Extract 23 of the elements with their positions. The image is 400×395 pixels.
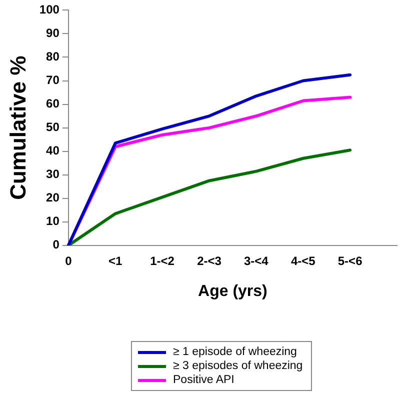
y-tick-label: 80 (46, 50, 60, 64)
y-tick-label: 10 (46, 214, 60, 228)
y-tick-label: 100 (39, 2, 60, 17)
x-tick-label: 0 (65, 254, 72, 268)
x-tick-label: 3-<4 (244, 254, 269, 268)
x-tick-label: 4-<5 (290, 254, 316, 268)
y-tick-label: 60 (46, 96, 60, 111)
y-tick-label: 40 (46, 144, 60, 158)
legend-label: ≥ 1 episode of wheezing (173, 345, 297, 359)
y-tick-label: 50 (46, 120, 60, 134)
y-tick-label: 70 (46, 73, 60, 88)
x-tick-label: 1-<2 (150, 254, 175, 268)
x-tick-label: <1 (108, 254, 123, 268)
x-axis-title: Age (yrs) (198, 282, 268, 300)
y-tick-label: 0 (52, 238, 60, 252)
y-tick-label: 90 (46, 26, 60, 40)
legend-label: ≥ 3 episodes of wheezing (173, 359, 303, 373)
y-tick-label: 20 (46, 190, 60, 205)
y-axis-title: Cumulative % (5, 56, 30, 200)
x-tick-label: 2-<3 (197, 254, 222, 268)
legend-label: Positive API (173, 373, 234, 387)
x-tick-label: 5-<6 (338, 254, 363, 268)
y-tick-label: 30 (46, 167, 60, 182)
